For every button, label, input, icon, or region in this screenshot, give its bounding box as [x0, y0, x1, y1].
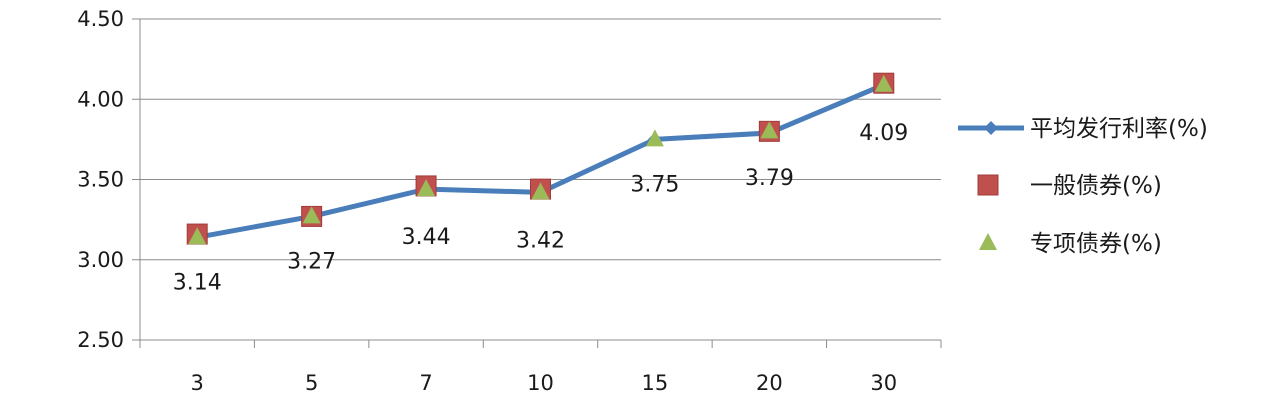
x-tick-label: 30	[870, 371, 897, 395]
data-label: 3.14	[173, 270, 222, 295]
series-2-point	[302, 206, 321, 224]
data-label: 3.79	[745, 166, 794, 191]
series-line-0	[194, 82, 887, 240]
axes: 2.50 3.00 3.50 4.00 4.50 3 5 7 10 15 20 30	[77, 7, 942, 395]
series-2-point	[874, 74, 893, 92]
series-2-point	[531, 182, 550, 200]
data-label: 3.42	[516, 228, 565, 253]
y-tick-label: 3.50	[77, 168, 124, 192]
x-tick-label: 3	[191, 371, 204, 395]
legend-label: 一般债券(%)	[1030, 173, 1162, 199]
data-label: 3.44	[402, 225, 451, 250]
y-tick-label: 3.00	[77, 248, 124, 272]
series-2-point	[417, 179, 436, 197]
y-tick-label: 2.50	[77, 328, 124, 352]
y-tick-label: 4.50	[77, 7, 124, 31]
legend-marker	[984, 121, 998, 135]
x-tick-label: 15	[642, 371, 669, 395]
x-tick-label: 10	[527, 371, 554, 395]
data-label: 4.09	[859, 121, 908, 146]
series-area	[186, 72, 895, 245]
series-2-point	[645, 129, 664, 147]
data-labels: 3.14 3.27 3.44 3.42 3.75 3.79 4.09	[173, 121, 909, 295]
legend-marker	[977, 174, 999, 196]
x-tick-label: 7	[419, 371, 432, 395]
legend: 平均发行利率(%) 一般债券(%) 专项债券(%)	[958, 116, 1208, 257]
legend-label: 平均发行利率(%)	[1030, 116, 1208, 142]
data-label: 3.75	[630, 172, 679, 197]
x-tick-label: 5	[305, 371, 318, 395]
legend-label: 专项债券(%)	[1030, 231, 1162, 257]
data-label: 3.27	[287, 249, 336, 274]
x-tick-label: 20	[756, 371, 783, 395]
series-2-point	[188, 227, 207, 245]
series-2-point	[760, 121, 779, 139]
legend-marker	[979, 233, 997, 250]
y-tick-label: 4.00	[77, 87, 124, 111]
gridlines	[140, 18, 941, 261]
